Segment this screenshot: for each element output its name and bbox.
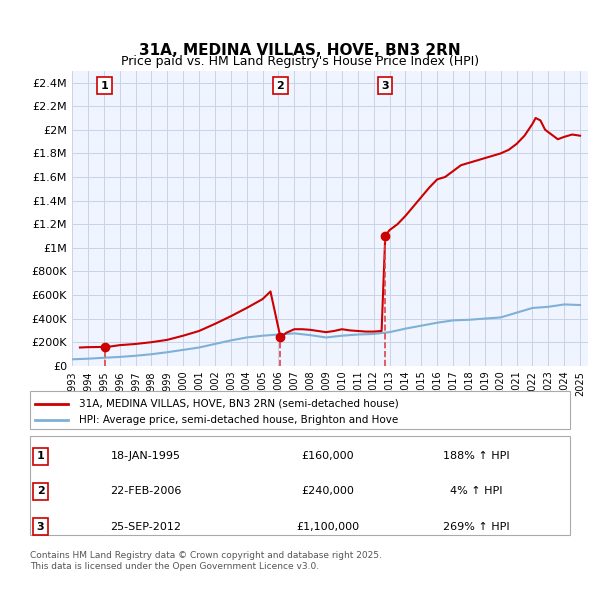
Text: 1: 1 bbox=[101, 81, 109, 90]
Text: 2: 2 bbox=[37, 487, 44, 496]
Text: 31A, MEDINA VILLAS, HOVE, BN3 2RN: 31A, MEDINA VILLAS, HOVE, BN3 2RN bbox=[139, 42, 461, 58]
Text: 31A, MEDINA VILLAS, HOVE, BN3 2RN (semi-detached house): 31A, MEDINA VILLAS, HOVE, BN3 2RN (semi-… bbox=[79, 399, 399, 409]
Text: 18-JAN-1995: 18-JAN-1995 bbox=[110, 451, 181, 461]
Text: Contains HM Land Registry data © Crown copyright and database right 2025.: Contains HM Land Registry data © Crown c… bbox=[30, 550, 382, 559]
Text: HPI: Average price, semi-detached house, Brighton and Hove: HPI: Average price, semi-detached house,… bbox=[79, 415, 398, 425]
Text: 22-FEB-2006: 22-FEB-2006 bbox=[110, 487, 181, 496]
FancyBboxPatch shape bbox=[29, 392, 571, 428]
Text: 3: 3 bbox=[382, 81, 389, 90]
Text: 188% ↑ HPI: 188% ↑ HPI bbox=[443, 451, 510, 461]
Text: 269% ↑ HPI: 269% ↑ HPI bbox=[443, 522, 510, 532]
Text: £1,100,000: £1,100,000 bbox=[296, 522, 359, 532]
Text: £240,000: £240,000 bbox=[301, 487, 354, 496]
Text: 3: 3 bbox=[37, 522, 44, 532]
Text: 1: 1 bbox=[37, 451, 44, 461]
Text: 2: 2 bbox=[277, 81, 284, 90]
Text: 4% ↑ HPI: 4% ↑ HPI bbox=[451, 487, 503, 496]
Text: Price paid vs. HM Land Registry's House Price Index (HPI): Price paid vs. HM Land Registry's House … bbox=[121, 55, 479, 68]
Text: This data is licensed under the Open Government Licence v3.0.: This data is licensed under the Open Gov… bbox=[30, 562, 319, 571]
FancyBboxPatch shape bbox=[29, 435, 571, 535]
Text: £160,000: £160,000 bbox=[301, 451, 354, 461]
Text: 25-SEP-2012: 25-SEP-2012 bbox=[110, 522, 181, 532]
